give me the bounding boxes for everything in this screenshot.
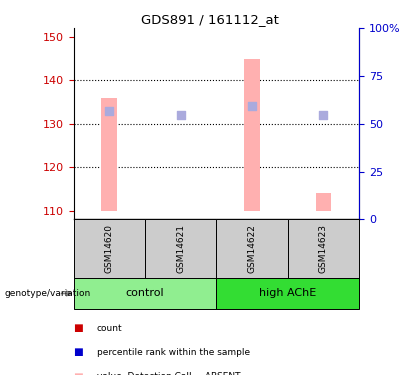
Text: ■: ■ xyxy=(74,348,83,357)
Bar xyxy=(101,98,117,211)
Text: ■: ■ xyxy=(74,323,83,333)
Point xyxy=(320,112,327,118)
Text: value, Detection Call = ABSENT: value, Detection Call = ABSENT xyxy=(97,372,240,375)
Point xyxy=(106,108,113,114)
Bar xyxy=(74,219,145,278)
Text: GSM14620: GSM14620 xyxy=(105,224,114,273)
Text: percentile rank within the sample: percentile rank within the sample xyxy=(97,348,250,357)
Text: high AChE: high AChE xyxy=(259,288,316,298)
Bar xyxy=(216,278,359,309)
Text: GSM14623: GSM14623 xyxy=(319,224,328,273)
Bar xyxy=(145,219,216,278)
Text: GSM14622: GSM14622 xyxy=(247,224,257,273)
Bar xyxy=(216,219,288,278)
Point xyxy=(249,104,255,110)
Text: GDS891 / 161112_at: GDS891 / 161112_at xyxy=(141,13,279,26)
Text: control: control xyxy=(126,288,164,298)
Text: count: count xyxy=(97,324,122,333)
Text: ■: ■ xyxy=(74,372,83,375)
Point xyxy=(177,112,184,118)
Bar xyxy=(244,58,260,211)
Text: GSM14621: GSM14621 xyxy=(176,224,185,273)
Bar xyxy=(74,278,216,309)
Bar xyxy=(315,193,331,211)
Text: genotype/variation: genotype/variation xyxy=(4,289,90,298)
Bar xyxy=(288,219,359,278)
